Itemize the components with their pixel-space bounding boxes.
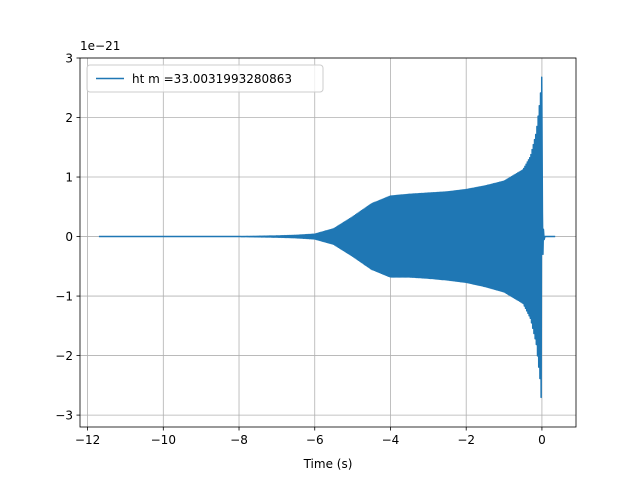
- x-tick-label: 0: [538, 433, 546, 447]
- x-tick-label: −2: [457, 433, 475, 447]
- y-offset-label: 1e−21: [80, 39, 120, 53]
- y-tick-label: 3: [65, 52, 73, 66]
- y-tick-label: −2: [55, 349, 73, 363]
- x-axis-label: Time (s): [303, 457, 353, 471]
- x-tick-label: −4: [382, 433, 400, 447]
- x-tick-label: −8: [230, 433, 248, 447]
- x-tick-label: −12: [75, 433, 100, 447]
- x-tick-label: −10: [151, 433, 176, 447]
- legend-box: [86, 64, 324, 93]
- y-tick-label: 2: [65, 111, 73, 125]
- x-axis: −12 −10 −8 −6 −4 −2 0: [75, 427, 546, 447]
- legend: ht m =33.0031993280863: [86, 64, 324, 93]
- legend-entry: ht m =33.0031993280863: [132, 72, 292, 86]
- axes-frame: [79, 57, 577, 428]
- y-tick-label: −1: [55, 290, 73, 304]
- y-tick-label: −3: [55, 409, 73, 423]
- plot-area: [98, 76, 556, 399]
- x-tick-label: −6: [306, 433, 324, 447]
- y-axis: −3 −2 −1 0 1 2 3: [55, 52, 80, 423]
- y-tick-label: 0: [65, 230, 73, 244]
- y-tick-label: 1: [65, 171, 73, 185]
- series-line: [98, 76, 556, 399]
